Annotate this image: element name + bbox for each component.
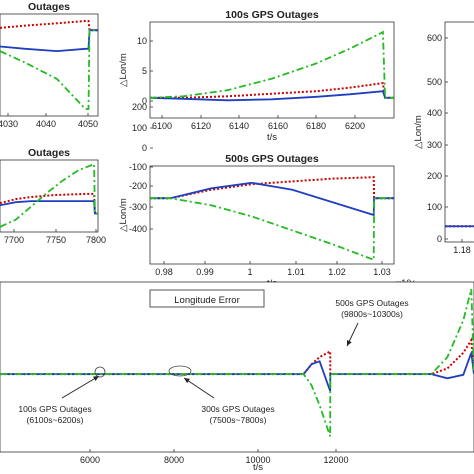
y-tick-label: 100 bbox=[132, 123, 147, 133]
series-line-dotted bbox=[0, 20, 98, 32]
y-tick-label: 200 bbox=[427, 171, 442, 181]
panel-title: 100s GPS Outages bbox=[225, 9, 319, 21]
y-tick-label: 0 bbox=[142, 143, 147, 153]
outage-marker-300s bbox=[168, 365, 192, 377]
y-tick-label: -100 bbox=[129, 162, 147, 172]
x-tick-label: 1.03 bbox=[373, 267, 391, 277]
x-tick-label: 6000 bbox=[80, 455, 100, 465]
plot-area bbox=[444, 21, 474, 243]
panel-p3: 1.18 0 100 200 300 400 500 600 △Lon/m bbox=[413, 21, 474, 255]
annotation-range: (9800s~10300s) bbox=[341, 309, 403, 319]
y-tick-label: 100 bbox=[427, 202, 442, 212]
x-tick-label: 10000 bbox=[245, 455, 270, 465]
x-axis-label: t/s bbox=[253, 462, 263, 473]
outage-marker-100s bbox=[94, 366, 106, 378]
series-line-dashdot bbox=[150, 30, 394, 99]
x-tick-label: 4050 bbox=[78, 119, 98, 129]
annotation-arrow bbox=[183, 377, 215, 399]
x-tick-label: 7700 bbox=[4, 235, 24, 245]
annotation-label: 300s GPS Outages bbox=[201, 404, 274, 414]
panel-p5: 0.98 0.99 1 1.01 1.02 1.03 -400 -300 -200 -100 0 10… bbox=[118, 102, 415, 289]
x-tick-label: 6120 bbox=[191, 121, 211, 131]
x-tick-label: 6140 bbox=[229, 121, 249, 131]
panel-p1: 4030 4040 4050 Outages bbox=[0, 1, 99, 129]
annotation-label: 500s GPS Outages bbox=[335, 298, 408, 308]
y-tick-label: -400 bbox=[129, 224, 147, 234]
panel-p4: 7700 7750 7800 Outages bbox=[0, 147, 106, 245]
y-tick-label: 400 bbox=[427, 108, 442, 118]
series-line-dashdot bbox=[150, 197, 394, 262]
x-tick-label: 0.98 bbox=[155, 267, 173, 277]
series-line-dashdot bbox=[0, 162, 98, 228]
annotation-arrowhead bbox=[184, 378, 190, 384]
x-tick-label: 12000 bbox=[323, 455, 348, 465]
annotation-arrow bbox=[61, 375, 100, 399]
plot-area bbox=[0, 13, 99, 117]
y-tick-label: 300 bbox=[427, 140, 442, 150]
panel-p6: 6000 8000 10000 12000 Longitude Error t/s 500s… bbox=[0, 281, 474, 473]
annotation-arrowhead bbox=[93, 376, 99, 381]
plot-area bbox=[149, 21, 395, 119]
title-box bbox=[149, 289, 265, 308]
x-tick-label: 7800 bbox=[86, 235, 106, 245]
series-line-dotted bbox=[150, 81, 394, 99]
y-axis-label: △Lon/m bbox=[118, 53, 129, 87]
y-axis-label: △Lon/m bbox=[413, 115, 424, 149]
y-tick-label: 600 bbox=[427, 33, 442, 43]
annotation-range: (6100s~6200s) bbox=[27, 415, 84, 425]
series-line-solid bbox=[150, 90, 394, 102]
panel-title: Outages bbox=[28, 147, 70, 159]
x-tick-label: 6180 bbox=[306, 121, 326, 131]
y-tick-label: 500 bbox=[427, 77, 442, 87]
y-tick-label: -200 bbox=[129, 181, 147, 191]
plot-area bbox=[149, 165, 395, 265]
y-tick-label: 200 bbox=[132, 102, 147, 112]
series-line-solid bbox=[0, 352, 474, 392]
x-axis-label: t/s bbox=[267, 132, 277, 143]
annotation-range: (7500s~7800s) bbox=[210, 415, 267, 425]
y-tick-label: 5 bbox=[142, 66, 147, 76]
annotation-label: 100s GPS Outages bbox=[18, 404, 91, 414]
x-tick-label: 1 bbox=[247, 267, 252, 277]
x-tick-label: 6200 bbox=[345, 121, 365, 131]
y-axis-label: △Lon/m bbox=[118, 198, 129, 232]
x-tick-label: 6100 bbox=[152, 121, 172, 131]
x-tick-label: 1.02 bbox=[328, 267, 346, 277]
y-tick-label: 0 bbox=[142, 96, 147, 106]
panel-title: Longitude Error bbox=[174, 295, 239, 306]
x-tick-label: 8000 bbox=[164, 455, 184, 465]
panel-title: Outages bbox=[28, 1, 70, 13]
x-tick-label: 4040 bbox=[36, 119, 56, 129]
x-tick-label: 0.99 bbox=[196, 267, 214, 277]
x-tick-label: 7750 bbox=[46, 235, 66, 245]
plot-area bbox=[0, 281, 474, 453]
panel-p2: 6100 6120 6140 6160 6180 6200 0 5 10 100s GPS Out… bbox=[118, 9, 395, 143]
y-tick-label: -300 bbox=[129, 202, 147, 212]
y-tick-label: 10 bbox=[137, 36, 147, 46]
panel-title: 500s GPS Outages bbox=[225, 153, 319, 165]
x-tick-label: 6160 bbox=[268, 121, 288, 131]
series-line-dashdot bbox=[0, 29, 98, 110]
x-tick-label: 4030 bbox=[0, 119, 18, 129]
y-tick-label: 0 bbox=[437, 234, 442, 244]
x-tick-label: 1.18 bbox=[453, 245, 471, 255]
annotation-arrowhead bbox=[347, 340, 352, 346]
x-tick-label: 1.01 bbox=[287, 267, 305, 277]
